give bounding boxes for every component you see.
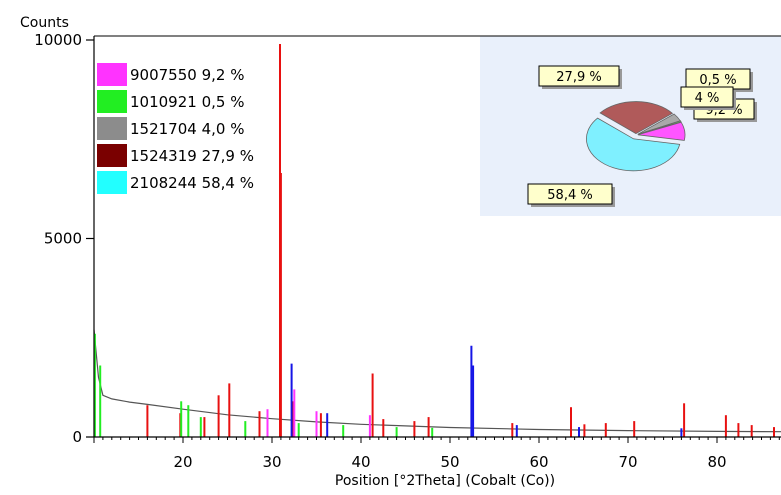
y-tick-label: 5000 [44,230,82,248]
peak-bars [93,44,775,437]
legend-swatch [97,144,127,167]
legend-label: 1010921 0,5 % [130,93,244,111]
x-tick-label: 40 [351,453,370,471]
pie-slice [586,117,681,172]
legend-label: 2108244 58,4 % [130,174,254,192]
pie-label: 58,4 % [547,188,592,203]
legend-label: 9007550 9,2 % [130,66,244,84]
x-tick-label: 70 [618,453,637,471]
x-tick-label: 50 [440,453,459,471]
legend-label: 1524319 27,9 % [130,147,254,165]
pie-slice [637,120,682,135]
legend-label: 1521704 4,0 % [130,120,244,138]
background-line [93,329,781,433]
inset-pie-labels: 9,2 %0,5 %4 %27,9 %58,4 % [527,65,757,207]
legend-swatch [97,117,127,140]
y-axis-title: Counts [20,15,69,31]
y-tick-label: 0 [72,428,82,446]
pie-label: 27,9 % [556,70,601,85]
x-tick-label: 30 [262,453,281,471]
x-tick-label: 20 [173,453,192,471]
pie-label-box [527,183,613,205]
pie-label: 0,5 % [699,73,736,88]
pie-slice [637,121,686,141]
x-axis-title: Position [°2Theta] (Cobalt (Co)) [335,473,555,489]
pie-slice [599,101,674,135]
x-tick-label: 80 [707,453,726,471]
y-tick-label: 10000 [34,31,82,49]
x-tick-label: 60 [529,453,548,471]
pie-label-box [538,65,620,87]
pie-label-box [680,86,734,108]
y-axis-ticks: 0 5000 10000 [34,31,94,446]
legend-swatch [97,90,127,113]
legend: 9007550 9,2 % 1010921 0,5 % 1521704 4,0 % 1… [97,63,254,194]
pie-label: 4 % [695,91,720,106]
inset-pie-chart [586,101,686,172]
background-profile [93,329,781,433]
legend-swatch [97,171,127,194]
legend-swatch [97,63,127,86]
x-axis-ticks: 20 30 40 50 60 70 80 [93,437,780,471]
